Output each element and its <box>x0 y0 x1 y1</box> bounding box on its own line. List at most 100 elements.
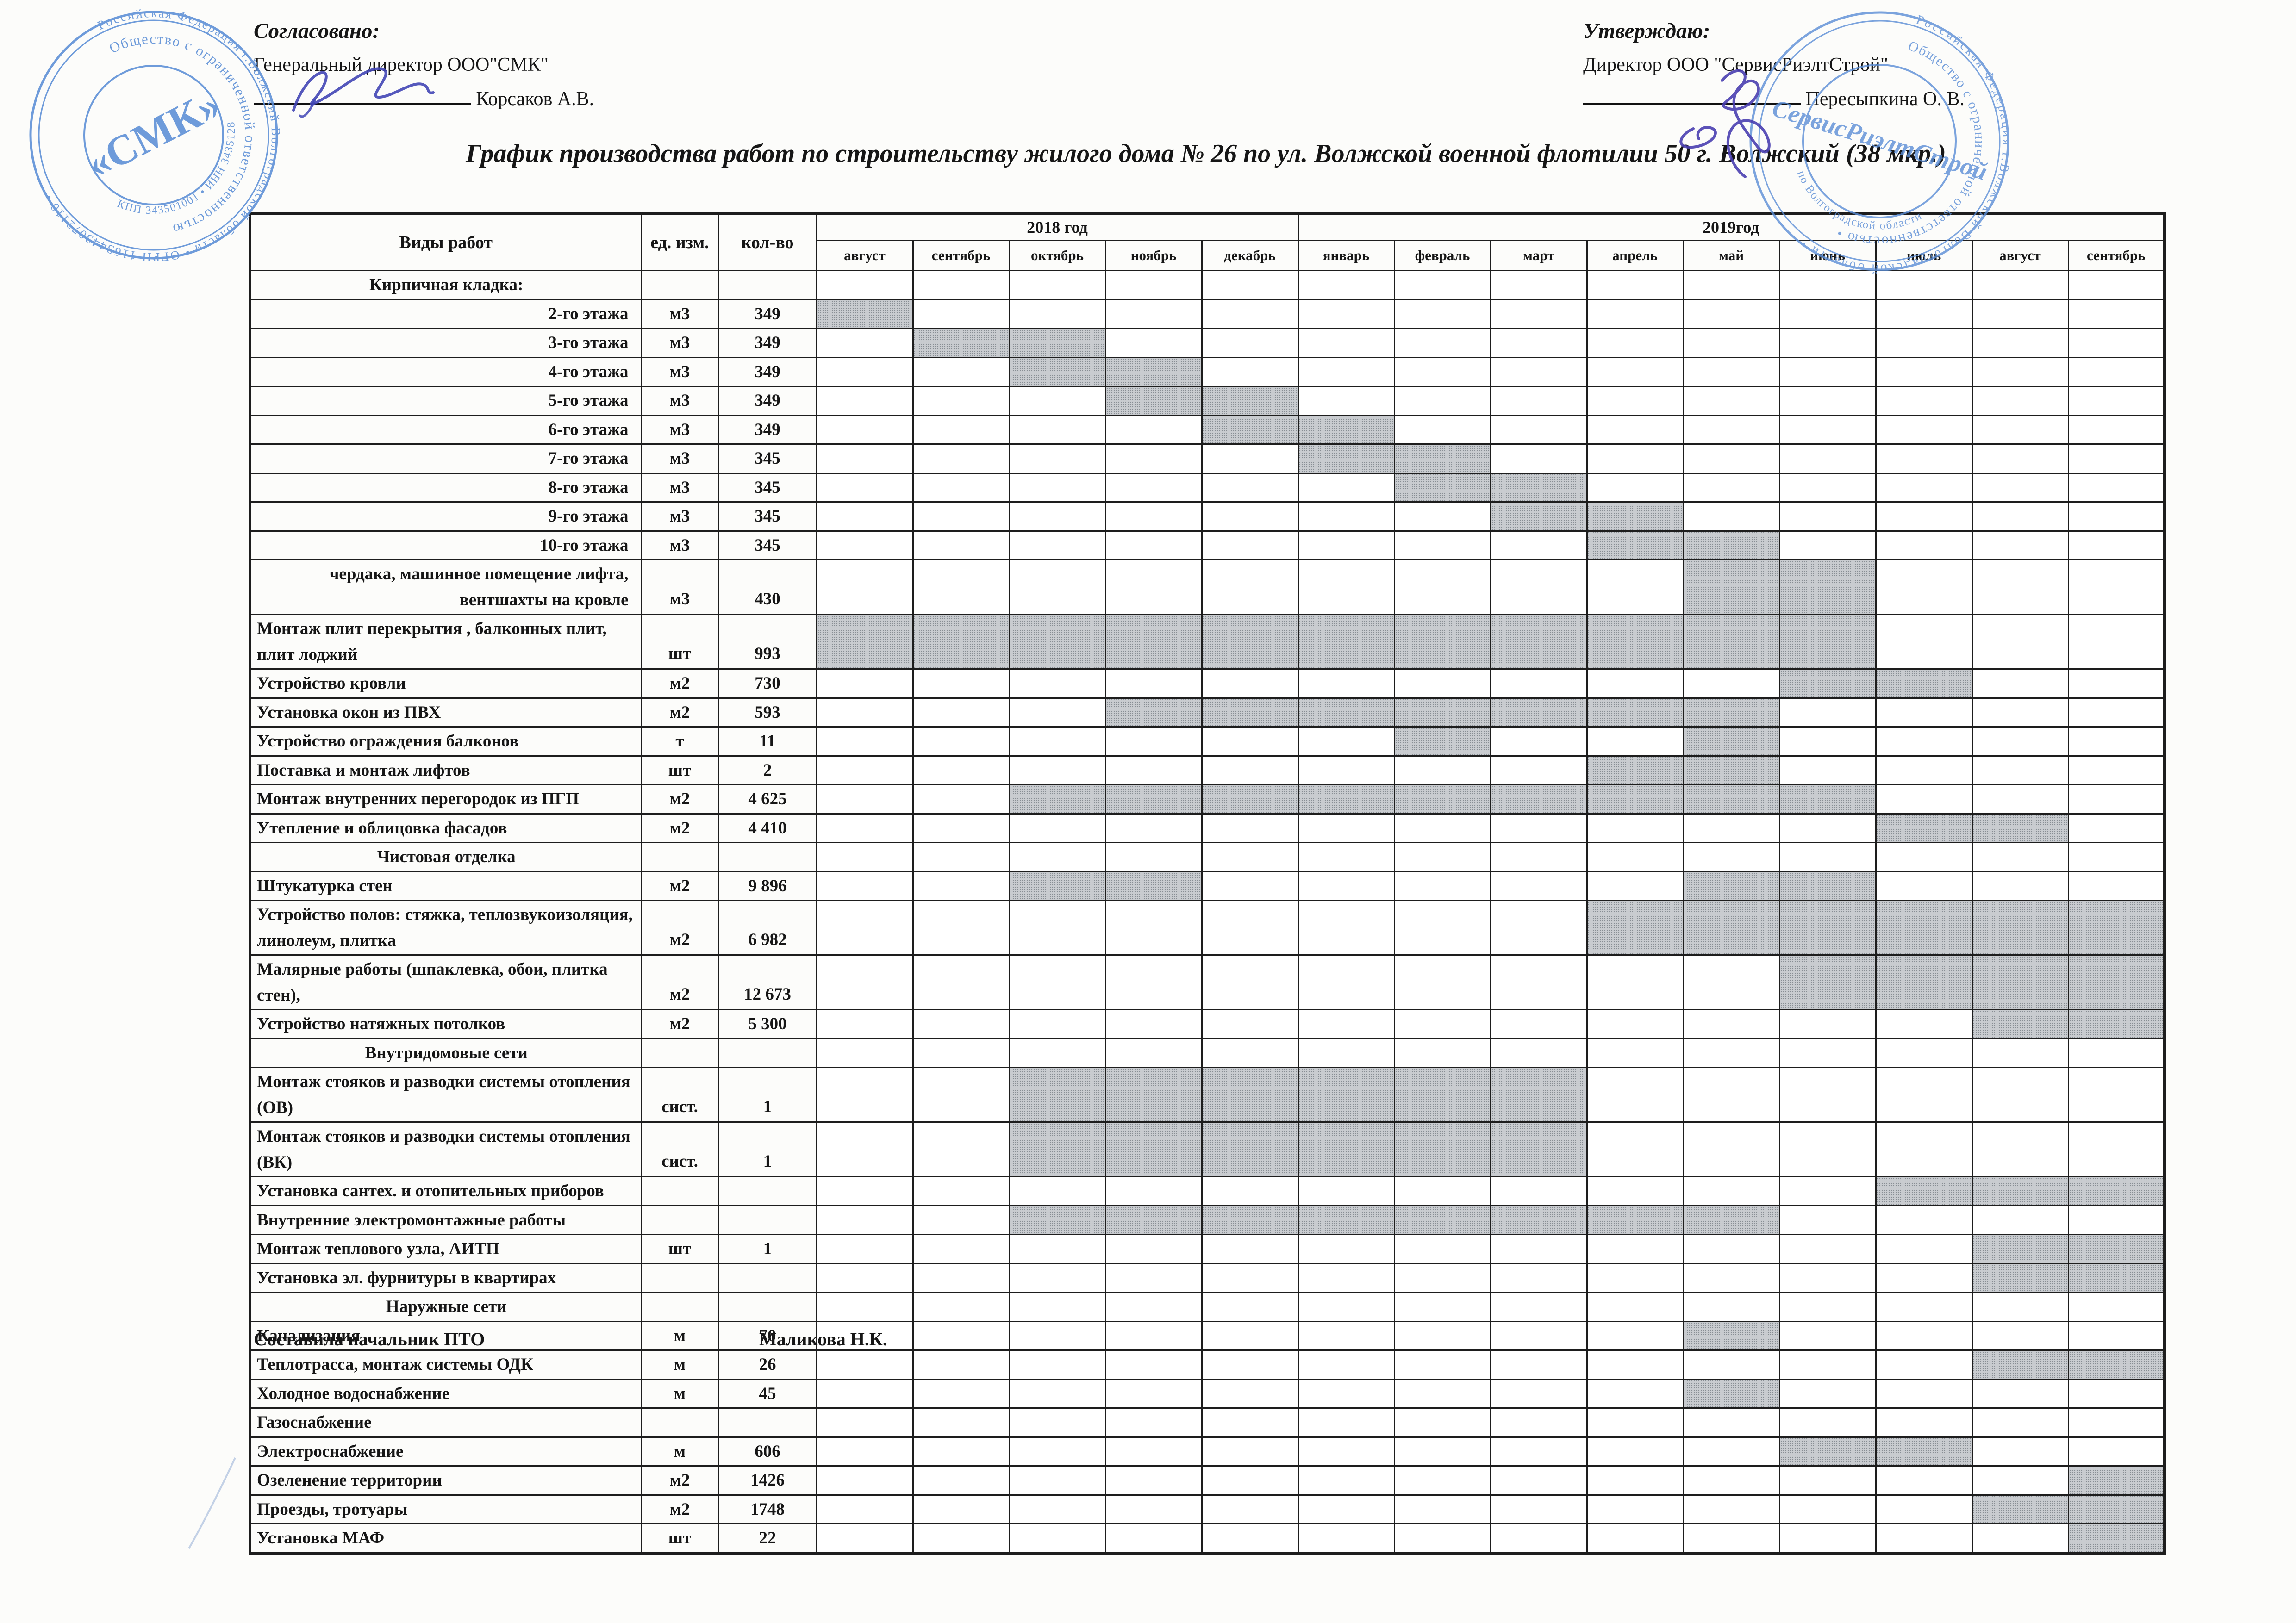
gantt-bar-cell <box>1971 1009 2069 1039</box>
gantt-cell <box>912 1176 1010 1206</box>
gantt-cell <box>1490 1523 1588 1554</box>
gantt-cell <box>1297 726 1395 757</box>
gantt-cell <box>1201 871 1299 901</box>
gantt-cell <box>1393 1407 1491 1438</box>
gantt-cell <box>1104 1378 1203 1409</box>
gantt-bar-cell <box>1297 1205 1395 1235</box>
gantt-cell <box>1490 813 1588 843</box>
gantt-bar-cell <box>1104 356 1203 387</box>
work-label: Установка сантех. и отопительных приборо… <box>249 1176 642 1206</box>
gantt-cell <box>912 842 1010 872</box>
gantt-cell <box>1008 954 1106 1010</box>
gantt-cell <box>1778 298 1877 329</box>
gantt-cell <box>1971 1320 2069 1351</box>
work-row: Установка МАФ шт 22 <box>249 1523 2165 1554</box>
qty-cell <box>718 1407 817 1438</box>
gantt-bar-cell <box>2067 1009 2165 1039</box>
gantt-cell <box>1682 1523 1780 1554</box>
gantt-bar-cell <box>1682 614 1780 670</box>
gantt-cell <box>912 668 1010 699</box>
gantt-cell <box>1778 1320 1877 1351</box>
gantt-cell <box>1393 813 1491 843</box>
gantt-bar-cell <box>1490 1205 1588 1235</box>
gantt-cell <box>1201 1176 1299 1206</box>
gantt-cell <box>1778 1407 1877 1438</box>
qty-cell: 430 <box>718 559 817 615</box>
gantt-cell <box>1682 472 1780 503</box>
work-label: 8-го этажа <box>249 472 642 503</box>
gantt-cell <box>1586 726 1684 757</box>
unit-cell <box>640 1262 719 1293</box>
gantt-cell <box>1971 298 2069 329</box>
gantt-bar-cell <box>1682 1320 1780 1351</box>
gantt-bar-cell <box>1393 1067 1491 1123</box>
qty-cell: 345 <box>718 472 817 503</box>
gantt-cell <box>1971 726 2069 757</box>
gantt-cell <box>1682 1234 1780 1264</box>
gantt-bar-cell <box>1971 1234 2069 1264</box>
gantt-cell <box>1971 1067 2069 1123</box>
gantt-cell <box>1008 386 1106 416</box>
gantt-bar-cell <box>1971 813 2069 843</box>
gantt-bar-cell <box>1297 697 1395 728</box>
gantt-bar-cell <box>2067 1262 2165 1293</box>
gantt-bar-cell <box>1778 559 1877 615</box>
work-label: Устройство полов: стяжка, теплозвукоизол… <box>249 900 642 956</box>
gantt-cell <box>816 954 914 1010</box>
unit-cell: сист. <box>640 1067 719 1123</box>
gantt-cell <box>1393 1465 1491 1496</box>
gantt-cell <box>1875 755 1973 785</box>
gantt-cell <box>816 1349 914 1380</box>
gantt-cell <box>1586 871 1684 901</box>
gantt-bar-cell <box>2067 1176 2165 1206</box>
gantt-cell <box>1586 668 1684 699</box>
qty-cell: 349 <box>718 328 817 358</box>
work-row: 9-го этажа м3 345 <box>249 501 2165 532</box>
gantt-cell <box>1586 1067 1684 1123</box>
unit-cell: м3 <box>640 530 719 560</box>
gantt-cell <box>1875 1038 1973 1068</box>
gantt-cell <box>2067 501 2165 532</box>
gantt-cell <box>1778 1465 1877 1496</box>
month-header: апрель <box>1586 240 1684 271</box>
gantt-cell <box>816 1067 914 1123</box>
gantt-cell <box>1682 1121 1780 1177</box>
gantt-cell <box>1008 1262 1106 1293</box>
unit-cell: м2 <box>640 1494 719 1524</box>
gantt-cell <box>1393 1378 1491 1409</box>
gantt-cell <box>1104 1407 1203 1438</box>
gantt-cell <box>1008 842 1106 872</box>
work-row: чердака, машинное помещение лифта, вентш… <box>249 559 2165 615</box>
gantt-cell <box>1490 298 1588 329</box>
work-row: 5-го этажа м3 349 <box>249 386 2165 416</box>
gantt-cell <box>1490 270 1588 300</box>
unit-cell: м3 <box>640 298 719 329</box>
gantt-cell <box>816 1205 914 1235</box>
gantt-bar-cell <box>1104 614 1203 670</box>
work-row: Монтаж теплового узла, АИТП шт 1 <box>249 1234 2165 1264</box>
gantt-cell <box>1201 900 1299 956</box>
gantt-bar-cell <box>2067 1234 2165 1264</box>
qty-cell: 9 896 <box>718 871 817 901</box>
gantt-cell <box>1393 356 1491 387</box>
gantt-cell <box>1778 414 1877 445</box>
work-label: Устройство кровли <box>249 668 642 699</box>
unit-cell <box>640 270 719 300</box>
gantt-cell <box>912 1465 1010 1496</box>
gantt-cell <box>1875 784 1973 815</box>
gantt-cell <box>1008 270 1106 300</box>
gantt-cell <box>1778 501 1877 532</box>
qty-cell: 606 <box>718 1436 817 1467</box>
gantt-cell <box>816 755 914 785</box>
gantt-cell <box>1682 1349 1780 1380</box>
gantt-bar-cell <box>1008 784 1106 815</box>
gantt-cell <box>912 1262 1010 1293</box>
gantt-bar-cell <box>1008 871 1106 901</box>
gantt-cell <box>912 697 1010 728</box>
gantt-cell <box>1104 755 1203 785</box>
work-row: 10-го этажа м3 345 <box>249 530 2165 560</box>
gantt-cell <box>1393 954 1491 1010</box>
gantt-cell <box>1297 1436 1395 1467</box>
work-row: Озеленение территории м2 1426 <box>249 1465 2165 1496</box>
gantt-bar-cell <box>1104 1121 1203 1177</box>
